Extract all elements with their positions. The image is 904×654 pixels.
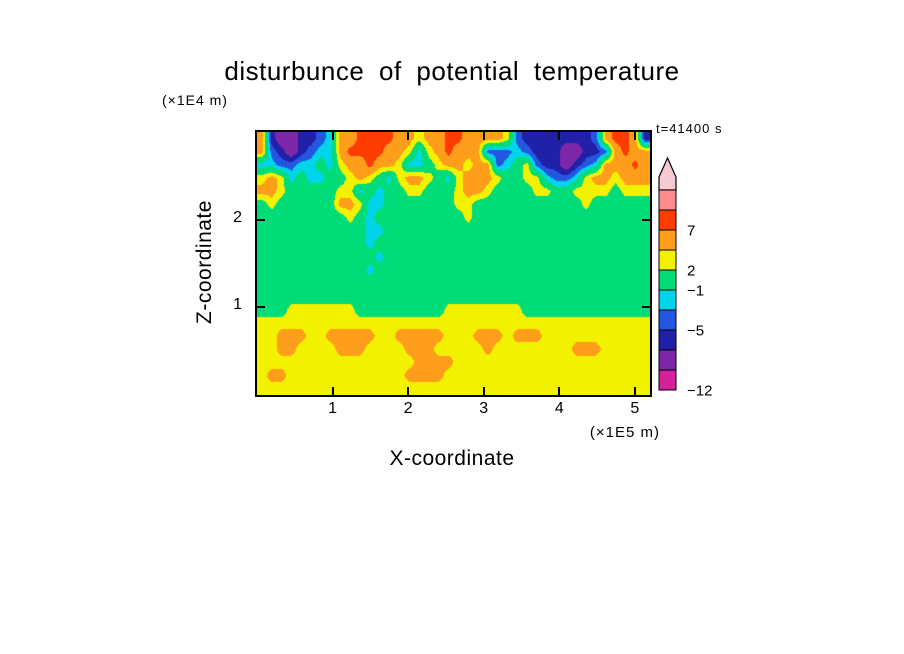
axis-tick — [642, 306, 650, 309]
colorbar-label: 2 — [687, 263, 695, 280]
x-axis-unit: (×1E5 m) — [589, 424, 660, 441]
x-tick-label: 4 — [554, 400, 564, 417]
axis-tick — [257, 218, 265, 221]
colorbar-label: −1 — [687, 283, 704, 300]
colorbar-label: −5 — [687, 323, 704, 340]
axis-tick — [642, 218, 650, 221]
y-tick-label: 1 — [233, 296, 242, 314]
axis-tick — [558, 132, 561, 140]
colorbar-segment — [658, 289, 677, 311]
time-annotation: t=41400 s — [656, 121, 723, 136]
axis-tick — [407, 132, 410, 140]
colorbar-segment — [658, 269, 677, 291]
axis-tick — [558, 387, 561, 395]
axis-tick — [482, 387, 485, 395]
colorbar: 7 2 −1 −5 −12 — [658, 156, 712, 400]
colorbar-arrow-icon — [658, 156, 677, 191]
colorbar-segment — [658, 309, 677, 331]
chart-title: disturbunce of potential temperature — [224, 56, 680, 86]
colorbar-segment — [658, 369, 677, 391]
y-axis-unit: (×1E4 m) — [162, 92, 228, 108]
axis-tick — [331, 387, 334, 395]
axis-tick — [331, 132, 334, 140]
x-tick-label: 5 — [630, 400, 640, 417]
axis-tick — [633, 132, 636, 140]
plot-area — [255, 130, 652, 397]
x-tick-label: 1 — [328, 400, 338, 417]
x-axis-label: X-coordinate — [389, 447, 515, 470]
colorbar-segment — [658, 249, 677, 271]
colorbar-segment — [658, 349, 677, 371]
colorbar-label: 7 — [687, 223, 695, 240]
axis-tick — [257, 306, 265, 309]
colorbar-segment — [658, 189, 677, 211]
heatmap-canvas — [257, 132, 650, 395]
colorbar-segment — [658, 229, 677, 251]
x-tick-label: 2 — [403, 400, 413, 417]
colorbar-segment — [658, 209, 677, 231]
axis-tick — [633, 387, 636, 395]
colorbar-segment — [658, 329, 677, 351]
colorbar-label: −12 — [687, 383, 712, 400]
axis-tick — [407, 387, 410, 395]
axis-tick — [482, 132, 485, 140]
x-tick-label: 3 — [479, 400, 489, 417]
y-tick-label: 2 — [233, 208, 242, 226]
